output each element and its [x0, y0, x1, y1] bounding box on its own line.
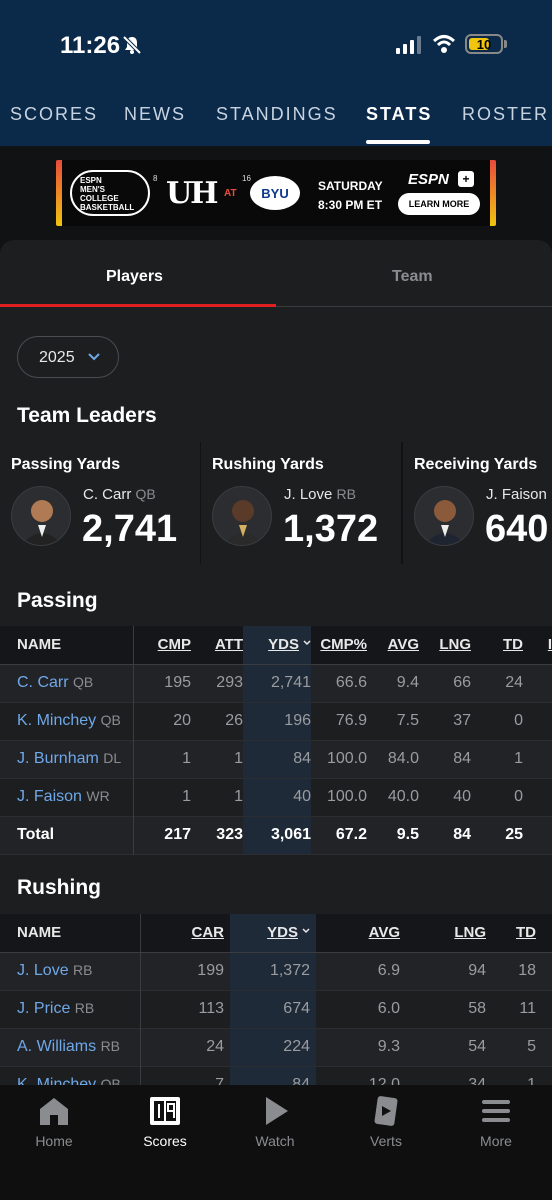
verts-icon [374, 1096, 398, 1126]
ad-banner[interactable]: ESPN MEN'S COLLEGE BASKETBALL 8 UH AT 16… [56, 160, 496, 226]
ad-day: SATURDAY [318, 179, 383, 193]
col-cmp[interactable]: CMP [157, 636, 191, 654]
cellular-signal-icon [396, 36, 421, 54]
leader-name: C. Carr QB [83, 486, 156, 503]
col-td[interactable]: TD [503, 636, 523, 654]
col-yds[interactable]: YDS [230, 914, 316, 952]
leader-value: 2,741 [82, 508, 178, 550]
col-name: NAME [0, 626, 134, 664]
tab-stats[interactable]: STATS [366, 104, 433, 124]
bell-muted-icon [122, 35, 142, 55]
table-row[interactable]: A. Williams RB 24 224 9.3 54 5 [0, 1028, 552, 1066]
table-header-row: NAME CAR YDS AVG LNG TD [0, 914, 552, 952]
ad-away-rank: 16 [242, 174, 251, 183]
col-td[interactable]: TD [516, 924, 536, 942]
col-avg[interactable]: AVG [387, 636, 419, 654]
play-icon [266, 1097, 288, 1125]
table-row[interactable]: J. Burnham DL 1 1 84 100.0 84.0 84 1 [0, 740, 552, 778]
passing-table: NAME CMP ATT YDS CMP% AVG LNG TD I C. Ca… [0, 626, 552, 855]
ad-at-label: AT [224, 188, 237, 199]
subtab-team[interactable]: Team [392, 268, 433, 285]
passing-title: Passing [17, 589, 98, 612]
leader-name: J. Love RB [284, 486, 356, 503]
ad-network-logo: ESPN [408, 171, 449, 188]
col-cmp-pct[interactable]: CMP% [320, 636, 367, 654]
subtab-players[interactable]: Players [106, 268, 163, 285]
battery-icon: 10 [465, 34, 503, 54]
season-select[interactable]: 2025 [17, 336, 119, 378]
sort-desc-icon [303, 640, 311, 646]
menu-icon [482, 1100, 510, 1122]
stats-card: Players Team 2025 Team Leaders Passing Y… [0, 240, 552, 1100]
leader-card-rushing[interactable]: Rushing Yards J. Love RB 1,372 [201, 442, 401, 564]
battery-level: 10 [476, 37, 492, 52]
subtab-indicator [0, 304, 276, 307]
table-row[interactable]: J. Love RB 199 1,372 6.9 94 18 [0, 952, 552, 990]
tab-news[interactable]: NEWS [124, 104, 186, 124]
app-header: 11:26 10 SCORES NEWS STANDINGS STATS ROS… [0, 0, 552, 146]
col-car[interactable]: CAR [191, 924, 225, 942]
table-row[interactable]: C. Carr QB 195 293 2,741 66.6 9.4 66 24 [0, 664, 552, 702]
espn-plus-icon: + [458, 171, 474, 187]
leader-card-passing[interactable]: Passing Yards C. Carr QB 2,741 [0, 442, 200, 564]
nav-scores[interactable]: Scores [125, 1095, 205, 1149]
nav-home[interactable]: Home [14, 1095, 94, 1149]
ad-brand-logo: ESPN MEN'S COLLEGE BASKETBALL [70, 170, 150, 216]
sort-desc-icon [302, 928, 310, 934]
table-row[interactable]: J. Price RB 113 674 6.0 58 11 [0, 990, 552, 1028]
avatar [11, 486, 71, 546]
tab-scores[interactable]: SCORES [10, 104, 99, 124]
wifi-icon [432, 35, 456, 53]
leader-category: Receiving Yards [414, 456, 538, 473]
team-leaders: Passing Yards C. Carr QB 2,741 Rushing Y… [0, 442, 552, 564]
status-time: 11:26 [60, 32, 121, 59]
col-int[interactable]: I [547, 636, 552, 654]
avatar [414, 486, 474, 546]
avatar [212, 486, 272, 546]
ad-home-rank: 8 [153, 174, 158, 183]
col-yds[interactable]: YDS [243, 626, 311, 664]
col-avg[interactable]: AVG [368, 924, 400, 942]
table-header-row: NAME CMP ATT YDS CMP% AVG LNG TD I [0, 626, 552, 664]
ad-time: 8:30 PM ET [318, 198, 383, 212]
leader-value: 640 [485, 508, 549, 550]
ad-away-logo: BYU [250, 176, 300, 210]
nav-more[interactable]: More [456, 1095, 536, 1149]
leader-value: 1,372 [283, 508, 379, 550]
tab-standings[interactable]: STANDINGS [216, 104, 338, 124]
col-att[interactable]: ATT [214, 636, 243, 654]
leader-category: Rushing Yards [212, 456, 324, 473]
leader-category: Passing Yards [11, 456, 121, 473]
nav-verts[interactable]: Verts [346, 1095, 426, 1149]
table-row[interactable]: K. Minchey QB 20 26 196 76.9 7.5 37 0 [0, 702, 552, 740]
col-name: NAME [0, 914, 141, 952]
col-lng[interactable]: LNG [454, 924, 486, 942]
nav-watch[interactable]: Watch [235, 1095, 315, 1149]
bottom-nav: Home Scores Watch Verts More [0, 1085, 552, 1200]
season-value: 2025 [39, 349, 75, 366]
tab-roster[interactable]: ROSTER [462, 104, 550, 124]
home-icon [40, 1098, 68, 1125]
rushing-title: Rushing [17, 876, 101, 899]
leader-card-receiving[interactable]: Receiving Yards J. Faison 640 [403, 442, 552, 564]
scoreboard-icon [150, 1097, 180, 1125]
rushing-table: NAME CAR YDS AVG LNG TD J. Love RB 199 1… [0, 914, 552, 1100]
ad-learn-more-button[interactable]: LEARN MORE [398, 193, 480, 215]
section-tabs: SCORES NEWS STANDINGS STATS ROSTER [0, 96, 552, 146]
ad-home-logo: UH [166, 176, 218, 211]
chevron-down-icon [88, 353, 100, 361]
table-total-row: Total 217 323 3,061 67.2 9.5 84 25 [0, 816, 552, 854]
table-row[interactable]: J. Faison WR 1 1 40 100.0 40.0 40 0 [0, 778, 552, 816]
col-lng[interactable]: LNG [439, 636, 471, 654]
active-tab-indicator [366, 140, 430, 144]
team-leaders-title: Team Leaders [17, 404, 157, 427]
leader-name: J. Faison [486, 486, 547, 503]
